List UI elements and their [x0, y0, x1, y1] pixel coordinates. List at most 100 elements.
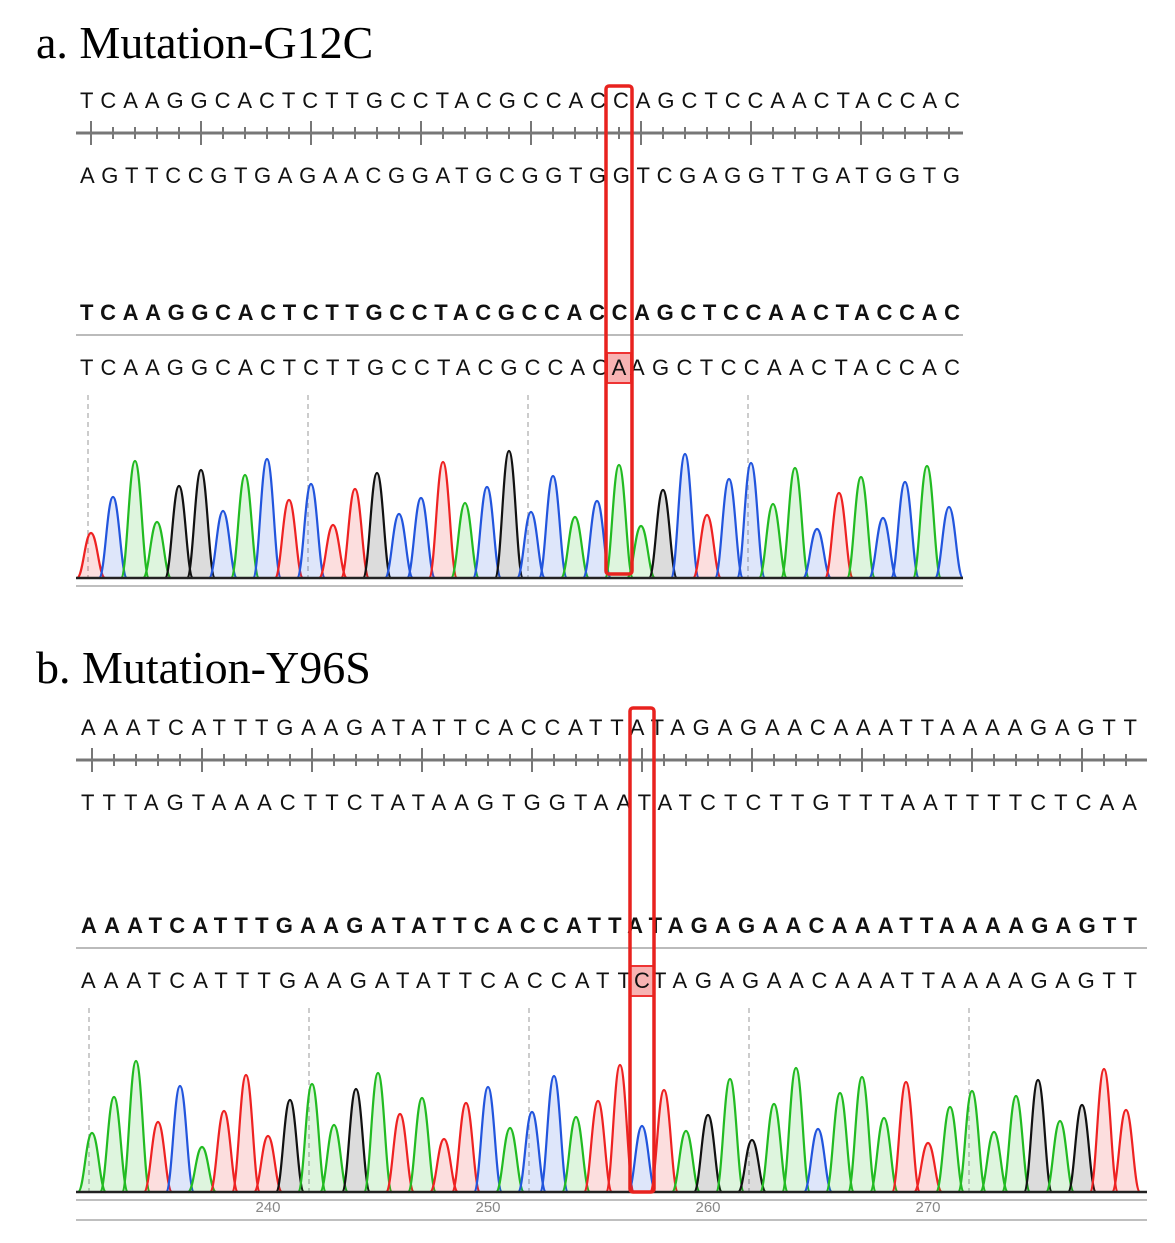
peak — [76, 1131, 108, 1194]
sample-sequence: AGCTCCAACTACCAC — [630, 355, 960, 380]
peak — [713, 477, 745, 580]
reference-sequence: AAATCATTTGAAGATATTCACCATTATAGAGAACAAATTA… — [81, 715, 1137, 740]
consensus-sequence: AAATCATTTGAAGATATTCACCATTATAGAGAACAAATTA… — [81, 913, 1138, 938]
peak — [868, 1116, 900, 1194]
peak — [318, 1123, 350, 1194]
peak — [846, 1075, 878, 1194]
sample-sequence: TCAAGGCACTCTTGCCTACGCCAC — [80, 355, 608, 380]
peak — [670, 1129, 702, 1194]
peak — [537, 474, 569, 580]
peak — [98, 1095, 130, 1194]
peak — [1044, 1119, 1076, 1194]
peak — [406, 1096, 438, 1194]
axis-tick-label: 250 — [475, 1199, 500, 1216]
panel: AAATCATTTGAAGATATTCACCATTATAGAGAACAAATTA… — [76, 715, 1147, 1221]
peak — [867, 516, 899, 580]
peak — [735, 461, 767, 580]
peak — [780, 1066, 812, 1194]
peak — [516, 1110, 548, 1194]
peak — [758, 1102, 790, 1194]
peak — [163, 484, 195, 580]
panel: TCAAGGCACTCTTGCCTACGCCACCAGCTCCAACTACCAC… — [76, 88, 963, 587]
peak — [603, 463, 635, 580]
peak — [317, 523, 349, 580]
peak — [141, 520, 173, 580]
peak — [736, 1138, 768, 1194]
panel-title: b. Mutation-Y96S — [36, 642, 371, 693]
peak — [274, 1098, 306, 1194]
peak — [185, 468, 217, 580]
peak — [933, 505, 963, 580]
peak — [560, 1115, 592, 1194]
peak — [757, 502, 789, 580]
peak — [912, 1141, 944, 1194]
peak — [1088, 1067, 1120, 1194]
peak — [97, 495, 129, 580]
peak — [384, 1112, 416, 1194]
peak — [427, 460, 459, 580]
peak — [890, 1080, 922, 1194]
peak — [230, 1073, 262, 1194]
peak — [1022, 1078, 1054, 1194]
peak — [779, 466, 811, 580]
mutation-box — [604, 84, 634, 576]
peak — [802, 1127, 834, 1194]
sample-sequence: TAGAGAACAAATTAAAAGAGTT — [653, 968, 1137, 993]
peak — [229, 473, 261, 580]
peak — [472, 1085, 504, 1194]
peak — [824, 1091, 856, 1194]
peak — [252, 1134, 284, 1194]
peak — [515, 510, 547, 580]
peak — [911, 464, 943, 580]
peak — [273, 498, 305, 580]
panel-title: a. Mutation-G12C — [36, 17, 373, 68]
mutation-box — [628, 706, 656, 1194]
mutated-base: C — [634, 968, 650, 993]
peak — [76, 531, 107, 580]
peak — [361, 471, 393, 580]
peak — [450, 1101, 482, 1194]
peak — [186, 1145, 218, 1194]
complement-sequence: AGTTCCGTGAGAACGGATGCGGTGGTCGAGGTTGATGGTG — [80, 163, 960, 188]
peak — [164, 1084, 196, 1194]
peak — [339, 487, 371, 580]
peak — [889, 480, 921, 580]
peak — [449, 501, 481, 580]
peak — [934, 1105, 966, 1194]
peak — [845, 475, 877, 580]
consensus-sequence: TCAAGGCACTCTTGCCTACGCCACCAGCTCCAACTACCAC — [80, 300, 960, 325]
peak — [207, 509, 239, 580]
axis-tick-label: 260 — [695, 1199, 720, 1216]
sample-sequence: AAATCATTTGAAGATATTCACCATT — [81, 968, 631, 993]
peak — [428, 1137, 460, 1194]
peak — [538, 1074, 570, 1194]
peak — [362, 1071, 394, 1194]
peak — [801, 527, 833, 580]
peak — [582, 1099, 614, 1194]
peak — [296, 1082, 328, 1194]
peak — [1110, 1108, 1142, 1194]
peak — [714, 1077, 746, 1194]
peak — [559, 515, 591, 580]
peak — [295, 482, 327, 580]
peak — [120, 1059, 152, 1194]
peak — [823, 491, 855, 580]
peak — [647, 488, 679, 580]
peak — [978, 1130, 1010, 1194]
peak — [471, 485, 503, 580]
peak — [142, 1120, 174, 1194]
peak — [692, 1113, 724, 1194]
peak — [383, 512, 415, 580]
mutated-base: A — [612, 355, 627, 380]
complement-sequence: TTTAGTAAACTTCTATAAGTGGTAATATCTCTTGTTTAAT… — [81, 790, 1137, 815]
peak — [494, 1126, 526, 1194]
peak — [669, 452, 701, 580]
peak — [626, 1124, 658, 1194]
peak — [1000, 1094, 1032, 1194]
peak — [1066, 1103, 1098, 1194]
axis-tick-label: 240 — [255, 1199, 280, 1216]
peak — [691, 513, 723, 580]
peak — [208, 1109, 240, 1194]
peak — [493, 449, 525, 580]
